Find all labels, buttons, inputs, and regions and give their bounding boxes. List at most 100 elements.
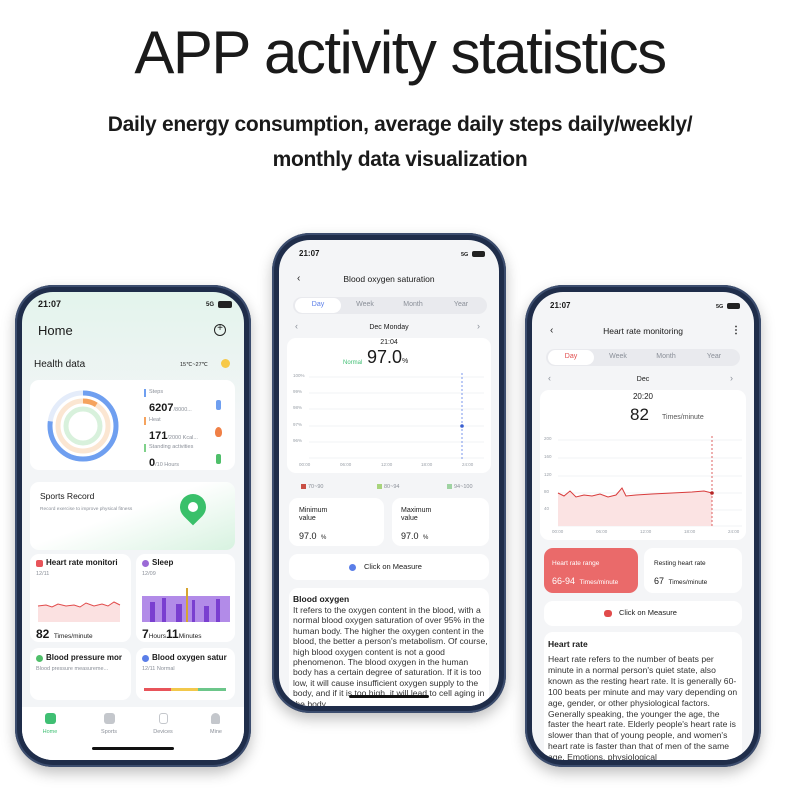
chart-shape xyxy=(557,487,713,498)
oxygen-card[interactable] xyxy=(136,648,235,700)
y-axis-label: 120 xyxy=(544,472,552,477)
more-button[interactable]: ⋮ xyxy=(731,325,741,336)
heat-label: Heat xyxy=(149,417,161,423)
sports-desc: Record exercise to improve physical fitn… xyxy=(40,507,133,512)
chart-shape xyxy=(150,602,155,622)
heart-icon xyxy=(36,560,43,567)
period-tab[interactable]: Day xyxy=(564,353,578,360)
pressure-card[interactable] xyxy=(30,648,131,700)
legend-label: 70~90 xyxy=(308,484,324,490)
pressure-desc: Blood pressure measureme... xyxy=(36,666,109,672)
oxygen-icon xyxy=(142,655,149,662)
measure-button[interactable] xyxy=(289,554,489,580)
battery xyxy=(727,303,740,309)
period-tab[interactable]: Month xyxy=(403,301,423,308)
y-axis-label: 40 xyxy=(544,506,550,511)
period-tab[interactable]: Week xyxy=(609,353,627,360)
x-axis-label: 12:00 xyxy=(640,529,652,534)
x-axis-label: 00:00 xyxy=(299,462,311,467)
prev-date[interactable]: ‹ xyxy=(548,373,551,383)
sleep-minutes: 11 xyxy=(166,627,179,641)
next-date[interactable]: › xyxy=(477,321,480,331)
reading-unit: % xyxy=(402,358,409,365)
sleep-value: 7Hours11Minutes xyxy=(142,625,201,643)
x-axis-label: 18:00 xyxy=(684,529,696,534)
reading-value: 82 xyxy=(630,405,649,424)
heart-number: 82 xyxy=(36,627,50,641)
prev-date[interactable]: ‹ xyxy=(295,321,298,331)
period-tab[interactable]: Month xyxy=(656,353,676,360)
legend-swatch xyxy=(377,484,382,489)
y-axis-label: 99% xyxy=(293,389,303,394)
status-time: 21:07 xyxy=(299,249,320,258)
steps-value: 6207/8000... xyxy=(149,398,192,416)
sleep-title: Sleep xyxy=(152,558,174,567)
heat-icon xyxy=(215,427,222,437)
chart-shape xyxy=(37,601,121,608)
section-title: Health data xyxy=(34,359,86,370)
y-axis-label: 80 xyxy=(544,489,550,494)
y-axis-label: 200 xyxy=(544,436,552,441)
chart-shape xyxy=(558,488,712,526)
measure-label: Click on Measure xyxy=(619,608,677,617)
x-axis-label: 06:00 xyxy=(596,529,608,534)
resting-number: 67 xyxy=(654,576,665,586)
nav-tab[interactable]: Mine xyxy=(210,729,222,735)
active-tab-pill xyxy=(548,350,594,365)
min-label: Minimum value xyxy=(299,507,328,522)
next-date[interactable]: › xyxy=(730,373,733,383)
resting-label: Resting heart rate xyxy=(654,560,706,567)
standing-goal: /10 Hours xyxy=(155,462,179,468)
min-value: 97.0 % xyxy=(299,526,326,544)
add-button[interactable]: + xyxy=(214,324,226,336)
nav-icon xyxy=(104,713,115,724)
pin-hole xyxy=(188,502,198,512)
nav-tab[interactable]: Home xyxy=(42,729,58,735)
steps-marker xyxy=(144,389,146,397)
x-axis-label: 00:00 xyxy=(552,529,564,534)
heart-card[interactable] xyxy=(30,554,131,642)
home-indicator xyxy=(92,747,174,750)
chart-shape xyxy=(460,424,464,428)
info-card xyxy=(289,588,489,706)
period-tab[interactable]: Year xyxy=(706,353,722,360)
measure-button[interactable] xyxy=(544,601,742,626)
nav-tab[interactable]: Devices xyxy=(153,729,173,735)
reading-time: 20:20 xyxy=(632,392,654,401)
heart-chart xyxy=(557,436,742,528)
y-axis-label: 98% xyxy=(293,405,303,410)
chart-shape xyxy=(38,602,120,622)
standing-value: 0/10 Hours xyxy=(149,453,179,471)
back-button[interactable]: ‹ xyxy=(550,325,554,336)
chart-shape xyxy=(162,598,166,622)
info-title: Blood oxygen xyxy=(293,594,350,604)
moon-icon xyxy=(142,560,149,567)
back-button[interactable]: ‹ xyxy=(297,273,301,284)
x-axis-label: 06:00 xyxy=(340,462,352,467)
y-axis-label: 96% xyxy=(293,438,303,443)
min-number: 97.0 xyxy=(299,531,317,541)
heart-unit: Times/minute xyxy=(53,633,93,640)
period-tabs xyxy=(293,297,487,314)
period-tabs xyxy=(546,349,740,366)
range-value: 66-94 Times/minute xyxy=(552,571,618,589)
period-tab[interactable]: Year xyxy=(453,301,469,308)
nav-bar xyxy=(22,707,244,760)
sleep-minutes-unit: Minutes xyxy=(178,633,202,640)
nav-tab[interactable]: Sports xyxy=(101,729,117,735)
max-unit: % xyxy=(422,535,429,541)
max-value: 97.0 % xyxy=(401,526,428,544)
status-time: 21:07 xyxy=(38,299,62,309)
sun-icon xyxy=(221,359,230,368)
period-tab[interactable]: Week xyxy=(356,301,374,308)
reading-time: 21:04 xyxy=(380,339,398,346)
info-card xyxy=(544,632,742,760)
battery xyxy=(472,251,485,257)
min-unit: % xyxy=(320,535,327,541)
battery xyxy=(218,301,232,308)
heart-date: 12/11 xyxy=(36,571,50,577)
period-tab[interactable]: Day xyxy=(311,301,325,308)
grid-group xyxy=(309,376,484,459)
oxygen-desc: 12/11 Normal xyxy=(142,666,175,672)
nav-icon xyxy=(211,713,220,724)
